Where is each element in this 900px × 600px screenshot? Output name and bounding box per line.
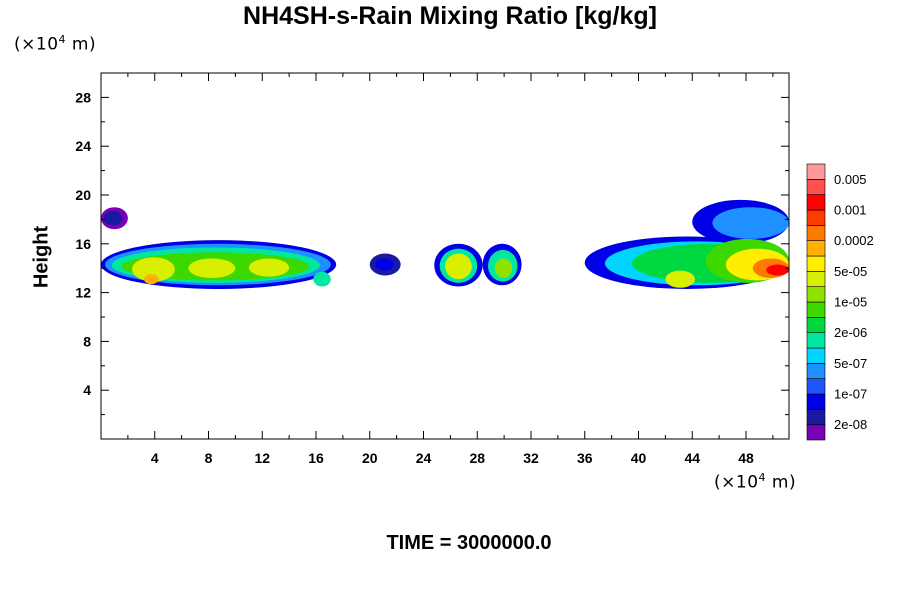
colorbar-swatch (806, 255, 826, 272)
y-tick-label: 12 (75, 285, 91, 301)
colorbar-label: 5e-05 (834, 264, 867, 279)
colorbar-label: 0.005 (834, 172, 867, 187)
mixing-ratio-cell (766, 264, 789, 276)
x-tick-label: 40 (631, 450, 647, 466)
mixing-ratio-cell (665, 270, 695, 288)
x-tick-label: 12 (254, 450, 270, 466)
mixing-ratio-cell (248, 258, 290, 277)
colorbar-swatch (806, 363, 826, 379)
y-tick-label: 24 (75, 138, 91, 154)
x-axis-unit: (×104 m) (714, 471, 797, 493)
mixing-ratio-cell (188, 258, 236, 278)
x-tick-label: 24 (416, 450, 432, 466)
colorbar-swatch (806, 286, 826, 303)
time-label: TIME = 3000000.0 (386, 532, 552, 554)
colorbar-swatch (806, 163, 826, 180)
colorbar-label: 2e-08 (834, 417, 867, 432)
x-tick-label: 28 (469, 450, 485, 466)
colorbar-swatch (806, 194, 826, 211)
colorbar-label: 1e-07 (834, 387, 867, 402)
chart-title: NH4SH-s-Rain Mixing Ratio [kg/kg] (243, 2, 657, 30)
colorbar-label: 2e-06 (834, 325, 867, 340)
colorbar-swatch (806, 347, 826, 364)
colorbar-swatch (806, 240, 826, 257)
plot-frame (100, 72, 790, 440)
colorbar-swatch (806, 424, 826, 441)
colorbar-swatch (806, 225, 826, 241)
mixing-ratio-cell (103, 210, 123, 226)
mixing-ratio-cell (144, 274, 159, 285)
mixing-ratio-cell (712, 207, 789, 239)
y-tick-label: 4 (83, 382, 91, 398)
y-tick-label: 28 (75, 89, 91, 105)
mixing-ratio-cell (445, 253, 472, 280)
colorbar-swatch (806, 409, 826, 425)
x-tick-label: 36 (577, 450, 593, 466)
mixing-ratio-cell (131, 257, 175, 282)
mixing-ratio-cell (494, 258, 513, 278)
mixing-ratio-cell (375, 258, 394, 271)
colorbar-label: 0.0002 (834, 233, 874, 248)
colorbar-swatch (806, 179, 826, 195)
y-axis-unit: (×104 m) (14, 33, 97, 55)
colorbar-swatch (806, 209, 826, 226)
colorbar-swatch (806, 332, 826, 349)
x-tick-label: 4 (151, 450, 159, 466)
x-tick-label: 44 (684, 450, 700, 466)
colorbar-swatch (806, 271, 826, 287)
colorbar-label: 1e-05 (834, 295, 867, 310)
x-tick-label: 48 (738, 450, 754, 466)
x-tick-label: 16 (308, 450, 324, 466)
y-tick-label: 20 (75, 187, 91, 203)
mixing-ratio-cell (313, 271, 331, 287)
y-tick-label: 16 (75, 236, 91, 252)
x-tick-label: 20 (362, 450, 378, 466)
colorbar-swatch (806, 378, 826, 395)
x-tick-label: 32 (523, 450, 539, 466)
colorbar-label: 0.001 (834, 203, 867, 218)
y-tick-label: 8 (83, 333, 91, 349)
x-tick-label: 8 (205, 450, 213, 466)
colorbar-swatch (806, 317, 826, 333)
colorbar-label: 5e-07 (834, 356, 867, 371)
colorbar-swatch (806, 301, 826, 318)
colorbar-swatch (806, 393, 826, 410)
